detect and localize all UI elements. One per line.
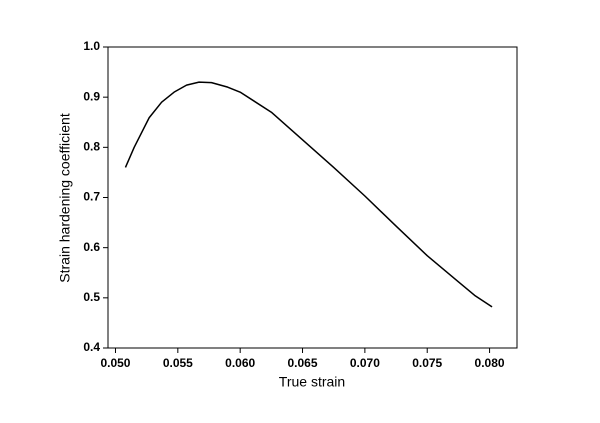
x-tick-label: 0.080 (475, 356, 505, 370)
y-tick-label: 0.6 (83, 240, 100, 254)
x-tick-label: 0.070 (350, 356, 380, 370)
y-tick-label: 0.5 (83, 290, 100, 304)
x-tick-label: 0.055 (163, 356, 193, 370)
x-tick-label: 0.075 (412, 356, 442, 370)
line (124, 81, 493, 308)
y-tick-label: 0.9 (83, 89, 100, 103)
y-tick-label: 0.8 (83, 140, 100, 154)
y-tick-label: 0.7 (83, 190, 100, 204)
y-axis-label: Strain hardening coefficient (57, 113, 73, 283)
plot-frame (107, 46, 518, 349)
x-tick-label: 0.050 (100, 356, 130, 370)
x-axis-label: True strain (279, 374, 345, 390)
x-tick-label: 0.060 (225, 356, 255, 370)
x-tick-label: 0.065 (288, 356, 318, 370)
y-tick-label: 0.4 (83, 340, 100, 354)
y-tick-label: 1.0 (83, 39, 100, 53)
